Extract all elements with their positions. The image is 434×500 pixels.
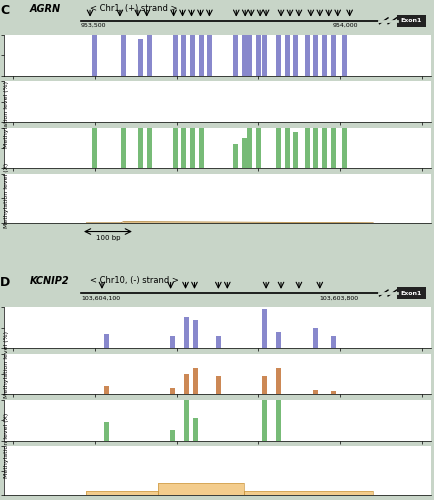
- Text: Exon1: Exon1: [400, 18, 421, 24]
- Bar: [341, 128, 346, 168]
- Bar: [192, 320, 197, 348]
- Bar: [293, 35, 298, 76]
- Bar: [241, 35, 246, 76]
- Text: Exon1: Exon1: [400, 290, 421, 296]
- Bar: [184, 374, 189, 394]
- Bar: [276, 332, 280, 348]
- Text: 103,604,100: 103,604,100: [81, 296, 120, 300]
- Text: < Chr10, (-) strand >: < Chr10, (-) strand >: [89, 276, 178, 285]
- Bar: [330, 391, 335, 394]
- Bar: [170, 388, 174, 394]
- Bar: [192, 368, 197, 394]
- Bar: [261, 400, 266, 440]
- Bar: [321, 35, 326, 76]
- Bar: [92, 128, 97, 168]
- Bar: [261, 35, 266, 76]
- Text: 103,603,800: 103,603,800: [318, 296, 357, 300]
- Bar: [170, 336, 174, 348]
- Bar: [170, 430, 174, 440]
- Text: Methylation level (%): Methylation level (%): [4, 82, 9, 148]
- Text: 100 bp: 100 bp: [95, 236, 120, 242]
- Bar: [247, 35, 252, 76]
- Bar: [247, 128, 252, 168]
- Bar: [207, 35, 212, 76]
- Bar: [181, 128, 186, 168]
- Bar: [104, 334, 108, 348]
- Bar: [104, 386, 108, 394]
- Bar: [233, 144, 237, 169]
- Text: 954,000: 954,000: [332, 23, 357, 28]
- Bar: [121, 128, 126, 168]
- Bar: [293, 132, 298, 168]
- Bar: [276, 368, 280, 394]
- Bar: [261, 310, 266, 348]
- Bar: [181, 35, 186, 76]
- Bar: [147, 128, 151, 168]
- Bar: [330, 128, 335, 168]
- Bar: [276, 35, 280, 76]
- Bar: [172, 35, 178, 76]
- Bar: [284, 128, 289, 168]
- Bar: [341, 35, 346, 76]
- Bar: [121, 35, 126, 76]
- Bar: [330, 336, 335, 348]
- Bar: [198, 128, 203, 168]
- Text: KCNIP2: KCNIP2: [30, 276, 69, 286]
- Bar: [215, 336, 220, 348]
- FancyBboxPatch shape: [396, 14, 425, 27]
- Bar: [256, 35, 260, 76]
- FancyBboxPatch shape: [396, 287, 425, 299]
- Bar: [92, 35, 97, 76]
- Bar: [215, 376, 220, 394]
- Bar: [304, 128, 309, 168]
- Bar: [256, 128, 260, 168]
- Bar: [241, 138, 246, 168]
- Text: Methylation level (%): Methylation level (%): [4, 332, 9, 398]
- Bar: [276, 400, 280, 440]
- Bar: [284, 35, 289, 76]
- Bar: [184, 400, 189, 440]
- Text: C: C: [0, 4, 9, 17]
- Text: Methylation level (X): Methylation level (X): [4, 412, 9, 478]
- Bar: [233, 35, 237, 76]
- Bar: [104, 422, 108, 440]
- Bar: [172, 128, 178, 168]
- Bar: [304, 35, 309, 76]
- Bar: [312, 390, 318, 394]
- Text: 953,500: 953,500: [81, 23, 106, 28]
- Bar: [321, 128, 326, 168]
- Bar: [198, 35, 203, 76]
- Bar: [190, 35, 194, 76]
- Bar: [190, 128, 194, 168]
- Bar: [312, 128, 318, 168]
- Bar: [312, 35, 318, 76]
- Text: D: D: [0, 276, 10, 289]
- Bar: [330, 35, 335, 76]
- Bar: [138, 39, 143, 76]
- Bar: [192, 418, 197, 440]
- Bar: [184, 318, 189, 348]
- Bar: [276, 128, 280, 168]
- Text: < Chr1, (+) strand >: < Chr1, (+) strand >: [89, 4, 177, 13]
- Bar: [261, 376, 266, 394]
- Text: Methylation level (X): Methylation level (X): [4, 162, 9, 228]
- Text: AGRN: AGRN: [30, 4, 61, 14]
- Bar: [138, 128, 143, 168]
- Bar: [312, 328, 318, 348]
- Bar: [147, 35, 151, 76]
